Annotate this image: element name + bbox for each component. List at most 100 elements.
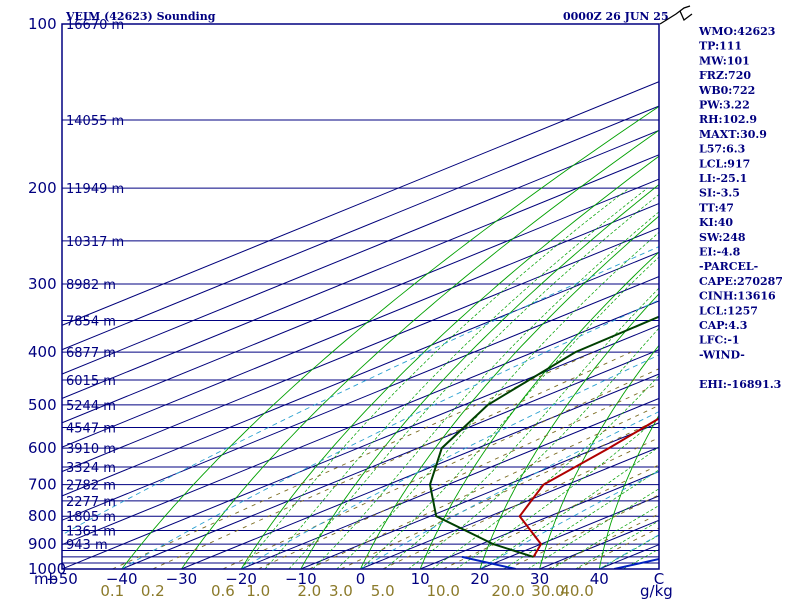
- height-tick-label: 11949 m: [66, 182, 124, 197]
- dry-adiabat-line: [121, 105, 659, 569]
- mixing-ratio-tick-label: 5.0: [371, 582, 395, 600]
- isotherm-line: [62, 300, 659, 546]
- height-tick-label: 6877 m: [66, 346, 116, 361]
- mixing-ratio-line: [576, 527, 659, 569]
- isotherm-line: [300, 422, 659, 569]
- mixing-ratio-line: [382, 437, 659, 569]
- temperature-tick-label: −40: [106, 570, 138, 588]
- height-tick-label: 10317 m: [66, 235, 124, 250]
- isotherm-line: [121, 349, 659, 569]
- index-line: WMO:42623: [698, 25, 775, 38]
- mixing-ratio-labels: 0.1 0.2 0.6 1.0 2.0 3.0 5.0 10.0 20.0 30.040.0: [100, 582, 593, 600]
- dry-adiabat-line: [240, 155, 659, 569]
- height-tick-label: 8982 m: [66, 278, 116, 293]
- index-line: PW:3.22: [699, 99, 750, 112]
- temperature-trace: [518, 417, 659, 558]
- pressure-tick-label: 700: [28, 476, 57, 494]
- temperature-tick-label: C: [654, 570, 664, 588]
- index-line: EHI:-16891.3: [699, 378, 781, 391]
- temperature-tick-label: 30: [530, 570, 549, 588]
- dashed-blue-line: [62, 246, 659, 536]
- height-tick-label: 2782 m: [66, 479, 116, 494]
- dashed-blue-lines: [62, 246, 659, 569]
- pressure-tick-label: 100: [28, 15, 57, 33]
- temperature-tick-label: 10: [411, 570, 430, 588]
- pressure-tick-label: 400: [28, 343, 57, 361]
- moist-adiabat-line: [455, 416, 659, 569]
- dry-adiabat-line: [539, 344, 659, 569]
- height-tick-label: 14055 m: [66, 114, 124, 129]
- mixing-ratio-line: [507, 494, 659, 569]
- isotherm-line: [62, 105, 659, 351]
- temperature-tick-label: −50: [46, 570, 78, 588]
- isotherm-line: [181, 373, 659, 569]
- index-line: LCL:1257: [699, 304, 758, 317]
- mixing-ratio-line: [152, 351, 632, 569]
- mixing-ratio-unit: g/kg: [640, 582, 673, 600]
- dry-adiabat-line: [419, 251, 659, 569]
- height-tick-label: 3910 m: [66, 442, 116, 457]
- temperature-tick-label: −20: [225, 570, 257, 588]
- station-title: VEIM (42623) Sounding: [65, 10, 216, 23]
- index-line: LCL:917: [699, 157, 750, 170]
- moist-adiabat-line: [551, 505, 659, 569]
- height-labels: 16670 m 14055 m 11949 m 10317 m 8982 m 7854 m…: [66, 18, 124, 553]
- wind-barb-top: [659, 5, 693, 25]
- index-line: LI:-25.1: [699, 172, 747, 185]
- pressure-tick-label: 1000: [28, 560, 66, 578]
- dry-adiabat-line: [598, 414, 659, 569]
- temperature-labels: −50 −40 −30 −20 −10 0 10 20 30 40 C: [46, 570, 664, 588]
- mixing-ratio-tick-label: 30.0: [531, 582, 564, 600]
- height-tick-label: 16670 m: [66, 18, 124, 33]
- dewpoint-trace: [428, 315, 659, 558]
- isotherm-line: [62, 251, 659, 497]
- height-tick-label: 1805 m: [66, 510, 116, 525]
- pressure-tick-label: 500: [28, 396, 57, 414]
- index-line: SW:248: [699, 231, 746, 244]
- moist-adiabat-line: [479, 446, 659, 569]
- mixing-ratio-line: [547, 513, 659, 569]
- moist-adiabat-line: [336, 231, 659, 569]
- height-tick-label: 1361 m: [66, 525, 116, 540]
- mixing-ratio-line: [258, 383, 659, 569]
- valid-time: 0000Z 26 JUN 25: [563, 10, 669, 23]
- sounding-traces: [428, 315, 659, 569]
- mixing-ratio-tick-label: 40.0: [560, 582, 593, 600]
- height-tick-label: 6015 m: [66, 374, 116, 389]
- pressure-unit: mb: [34, 570, 58, 588]
- mixing-ratio-tick-label: 3.0: [329, 582, 353, 600]
- dashed-blue-line: [121, 299, 659, 569]
- mixing-ratio-tick-label: 0.1: [100, 582, 124, 600]
- isotherm-line: [240, 397, 659, 569]
- index-line: L57:6.3: [699, 143, 745, 156]
- pressure-tick-label: 200: [28, 179, 57, 197]
- temperature-tick-label: −30: [166, 570, 198, 588]
- temperature-tick-label: −10: [285, 570, 317, 588]
- mixing-ratio-tick-label: 20.0: [491, 582, 524, 600]
- moist-adiabat-line: [240, 187, 630, 569]
- mixing-ratio-tick-label: 2.0: [297, 582, 321, 600]
- mixing-ratio-tick-label: 0.2: [141, 582, 165, 600]
- index-line: MAXT:30.9: [699, 128, 767, 141]
- height-tick-label: 5244 m: [66, 399, 116, 414]
- index-line: -WIND-: [699, 348, 745, 361]
- pressure-tick-label: 300: [28, 275, 57, 293]
- moist-adiabat-line: [527, 488, 659, 569]
- height-tick-label: 943 m: [66, 538, 108, 553]
- moist-adiabat-line: [360, 256, 659, 569]
- isotherm-line: [420, 470, 659, 569]
- index-line: TT:47: [699, 201, 734, 214]
- dry-adiabat-line: [181, 129, 659, 569]
- temperature-tick-label: 20: [470, 570, 489, 588]
- dashed-blue-line: [360, 411, 659, 569]
- pressure-tick-label: 900: [28, 535, 57, 553]
- index-line: LFC:-1: [699, 334, 740, 347]
- index-line: CAPE:270287: [699, 275, 783, 288]
- pressure-tick-label: 600: [28, 439, 57, 457]
- moist-adiabat-line: [288, 193, 659, 569]
- height-tick-label: 7854 m: [66, 315, 116, 330]
- temperature-tick-label: 0: [356, 570, 366, 588]
